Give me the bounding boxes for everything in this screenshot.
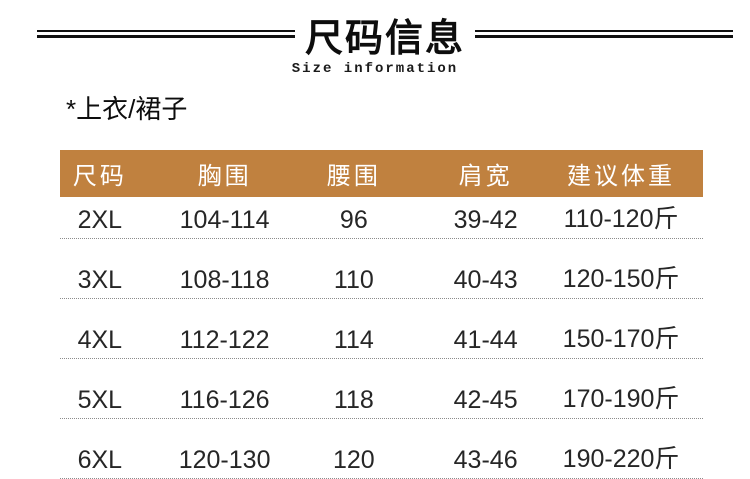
double-rule-left: [36, 30, 295, 38]
section-label: *上衣/裙子: [66, 94, 188, 124]
cell-bust: 116-126: [179, 386, 270, 414]
page-title: 尺码信息: [304, 17, 465, 60]
size-info-sheet: { "header": { "title": "尺码信息", "subtitle…: [0, 8, 750, 479]
cell-bust: 108-118: [179, 266, 270, 294]
cell-waist: 110: [333, 266, 374, 294]
col-header-bust: 胸围: [197, 163, 252, 190]
cell-weight: 150-170斤: [562, 325, 680, 353]
page-subtitle: Size information: [291, 61, 459, 77]
cell-weight: 190-220斤: [562, 445, 680, 473]
col-header-shoulder: 肩宽: [458, 163, 513, 190]
table-row: 4XL 112-122 114 41-44 150-170斤: [60, 299, 703, 359]
table-row: 3XL 108-118 110 40-43 120-150斤: [60, 239, 703, 299]
cell-size: 2XL: [77, 206, 123, 234]
cell-bust: 120-130: [178, 446, 271, 474]
cell-waist: 118: [333, 386, 374, 414]
cell-waist: 114: [333, 326, 374, 354]
size-table: 尺码 胸围 腰围 肩宽 建议体重 2XL 104-114 96 39-42 11…: [60, 150, 703, 479]
cell-shoulder: 39-42: [453, 206, 518, 234]
cell-shoulder: 43-46: [453, 446, 518, 474]
cell-weight: 120-150斤: [562, 265, 680, 293]
cell-waist: 120: [332, 446, 375, 474]
cell-weight: 170-190斤: [562, 385, 680, 413]
title-band: 尺码信息: [0, 8, 750, 60]
cell-waist: 96: [339, 206, 368, 234]
col-header-size: 尺码: [72, 163, 127, 190]
table-row: 2XL 104-114 96 39-42 110-120斤: [60, 197, 703, 239]
cell-shoulder: 42-45: [453, 386, 518, 414]
double-rule-right: [475, 30, 733, 38]
cell-bust: 104-114: [179, 206, 270, 234]
col-header-weight: 建议体重: [567, 163, 676, 190]
table-row: 6XL 120-130 120 43-46 190-220斤: [60, 419, 703, 479]
cell-bust: 112-122: [179, 326, 270, 354]
cell-shoulder: 40-43: [453, 266, 518, 294]
cell-shoulder: 41-44: [453, 326, 518, 354]
cell-weight: 110-120斤: [563, 205, 679, 233]
col-header-waist: 腰围: [326, 163, 381, 190]
cell-size: 4XL: [77, 326, 123, 354]
cell-size: 3XL: [77, 266, 123, 294]
table-header-row: 尺码 胸围 腰围 肩宽 建议体重: [60, 150, 703, 197]
cell-size: 6XL: [77, 446, 123, 474]
table-row: 5XL 116-126 118 42-45 170-190斤: [60, 359, 703, 419]
cell-size: 5XL: [77, 386, 123, 414]
